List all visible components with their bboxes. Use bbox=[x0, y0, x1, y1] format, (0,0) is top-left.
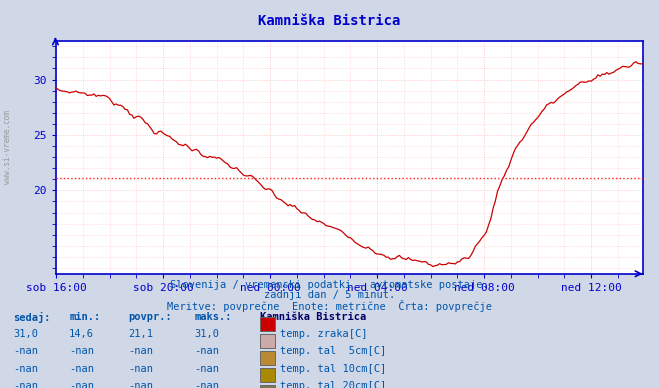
Text: Slovenija / vremenski podatki - avtomatske postaje.: Slovenija / vremenski podatki - avtomats… bbox=[170, 280, 489, 290]
Text: 31,0: 31,0 bbox=[194, 329, 219, 340]
Text: -nan: -nan bbox=[69, 381, 94, 388]
Text: -nan: -nan bbox=[13, 346, 38, 357]
Text: Meritve: povprečne  Enote: metrične  Črta: povprečje: Meritve: povprečne Enote: metrične Črta:… bbox=[167, 300, 492, 312]
Text: -nan: -nan bbox=[194, 364, 219, 374]
Text: temp. tal 20cm[C]: temp. tal 20cm[C] bbox=[280, 381, 386, 388]
Text: 14,6: 14,6 bbox=[69, 329, 94, 340]
Text: -nan: -nan bbox=[129, 346, 154, 357]
Text: temp. tal 10cm[C]: temp. tal 10cm[C] bbox=[280, 364, 386, 374]
Text: www.si-vreme.com: www.si-vreme.com bbox=[3, 111, 13, 184]
Text: min.:: min.: bbox=[69, 312, 100, 322]
Text: -nan: -nan bbox=[13, 364, 38, 374]
Text: -nan: -nan bbox=[129, 364, 154, 374]
Text: Kamniška Bistrica: Kamniška Bistrica bbox=[258, 14, 401, 28]
Text: -nan: -nan bbox=[129, 381, 154, 388]
Text: 21,1: 21,1 bbox=[129, 329, 154, 340]
Text: -nan: -nan bbox=[194, 381, 219, 388]
Text: -nan: -nan bbox=[13, 381, 38, 388]
Text: -nan: -nan bbox=[69, 364, 94, 374]
Text: temp. tal  5cm[C]: temp. tal 5cm[C] bbox=[280, 346, 386, 357]
Text: Kamniška Bistrica: Kamniška Bistrica bbox=[260, 312, 366, 322]
Text: 31,0: 31,0 bbox=[13, 329, 38, 340]
Text: povpr.:: povpr.: bbox=[129, 312, 172, 322]
Text: maks.:: maks.: bbox=[194, 312, 232, 322]
Text: temp. zraka[C]: temp. zraka[C] bbox=[280, 329, 368, 340]
Text: -nan: -nan bbox=[69, 346, 94, 357]
Text: sedaj:: sedaj: bbox=[13, 312, 51, 323]
Text: -nan: -nan bbox=[194, 346, 219, 357]
Text: zadnji dan / 5 minut.: zadnji dan / 5 minut. bbox=[264, 290, 395, 300]
